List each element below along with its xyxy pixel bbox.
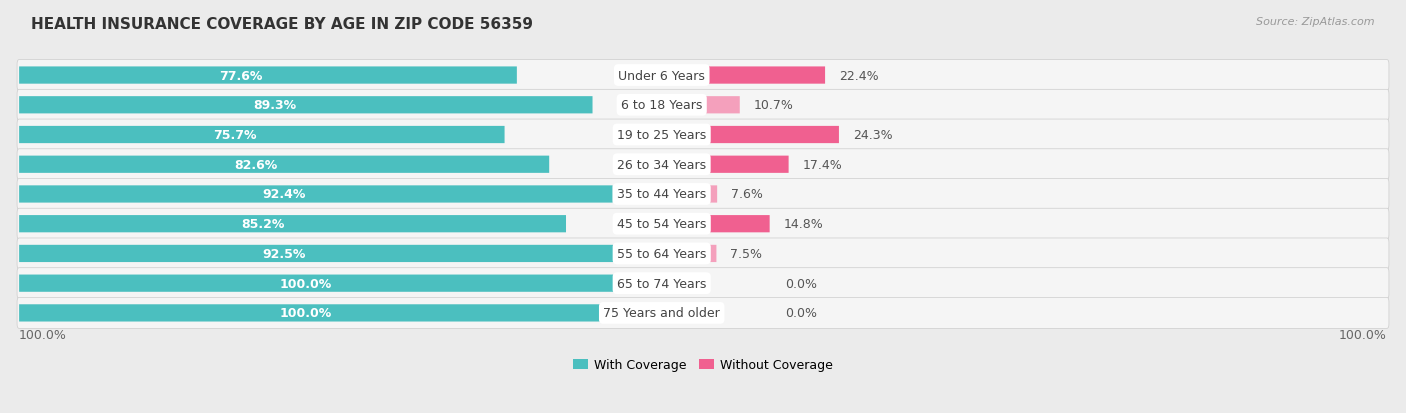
Text: 75.7%: 75.7% [214, 129, 257, 142]
FancyBboxPatch shape [20, 156, 550, 173]
Text: 7.5%: 7.5% [730, 247, 762, 260]
FancyBboxPatch shape [665, 186, 717, 203]
Text: 10.7%: 10.7% [754, 99, 793, 112]
FancyBboxPatch shape [17, 90, 1389, 121]
Text: 17.4%: 17.4% [803, 158, 842, 171]
FancyBboxPatch shape [17, 268, 1389, 299]
Text: 85.2%: 85.2% [242, 218, 284, 230]
FancyBboxPatch shape [17, 150, 1389, 180]
FancyBboxPatch shape [20, 275, 662, 292]
FancyBboxPatch shape [17, 179, 1389, 210]
Text: HEALTH INSURANCE COVERAGE BY AGE IN ZIP CODE 56359: HEALTH INSURANCE COVERAGE BY AGE IN ZIP … [31, 17, 533, 31]
FancyBboxPatch shape [20, 67, 517, 85]
Text: 100.0%: 100.0% [280, 307, 332, 320]
Text: 92.5%: 92.5% [263, 247, 307, 260]
FancyBboxPatch shape [20, 304, 662, 322]
Text: 55 to 64 Years: 55 to 64 Years [617, 247, 706, 260]
Text: 82.6%: 82.6% [233, 158, 277, 171]
Text: 75 Years and older: 75 Years and older [603, 307, 720, 320]
FancyBboxPatch shape [665, 216, 769, 233]
FancyBboxPatch shape [17, 209, 1389, 240]
Text: 26 to 34 Years: 26 to 34 Years [617, 158, 706, 171]
FancyBboxPatch shape [20, 126, 505, 144]
Text: 35 to 44 Years: 35 to 44 Years [617, 188, 706, 201]
FancyBboxPatch shape [665, 126, 839, 144]
FancyBboxPatch shape [17, 298, 1389, 329]
FancyBboxPatch shape [665, 156, 789, 173]
Text: 65 to 74 Years: 65 to 74 Years [617, 277, 706, 290]
FancyBboxPatch shape [665, 245, 717, 262]
Text: 100.0%: 100.0% [1339, 328, 1386, 341]
Legend: With Coverage, Without Coverage: With Coverage, Without Coverage [568, 353, 838, 376]
Text: Source: ZipAtlas.com: Source: ZipAtlas.com [1257, 17, 1375, 26]
FancyBboxPatch shape [17, 238, 1389, 269]
Text: 14.8%: 14.8% [783, 218, 823, 230]
FancyBboxPatch shape [665, 67, 825, 85]
Text: 77.6%: 77.6% [219, 69, 263, 82]
Text: 45 to 54 Years: 45 to 54 Years [617, 218, 706, 230]
Text: 6 to 18 Years: 6 to 18 Years [621, 99, 703, 112]
Text: 22.4%: 22.4% [839, 69, 879, 82]
Text: 24.3%: 24.3% [852, 129, 893, 142]
FancyBboxPatch shape [665, 97, 740, 114]
Text: 0.0%: 0.0% [785, 307, 817, 320]
Text: 92.4%: 92.4% [262, 188, 305, 201]
Text: 100.0%: 100.0% [280, 277, 332, 290]
Text: 0.0%: 0.0% [785, 277, 817, 290]
Text: 7.6%: 7.6% [731, 188, 763, 201]
Text: 19 to 25 Years: 19 to 25 Years [617, 129, 706, 142]
FancyBboxPatch shape [17, 60, 1389, 91]
Text: Under 6 Years: Under 6 Years [619, 69, 706, 82]
FancyBboxPatch shape [20, 216, 567, 233]
FancyBboxPatch shape [20, 97, 592, 114]
Text: 100.0%: 100.0% [20, 328, 67, 341]
FancyBboxPatch shape [20, 245, 613, 262]
FancyBboxPatch shape [17, 120, 1389, 151]
FancyBboxPatch shape [20, 186, 613, 203]
Text: 89.3%: 89.3% [253, 99, 297, 112]
